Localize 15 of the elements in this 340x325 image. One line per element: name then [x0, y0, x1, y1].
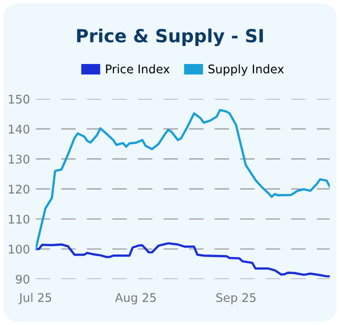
y-tick-label: 110 [8, 214, 30, 224]
x-tick-label: Aug 25 [115, 293, 156, 304]
line-series [36, 108, 330, 250]
legend-label: Price Index [106, 64, 170, 74]
line-series [36, 242, 330, 278]
x-tick-label: Sep 25 [216, 293, 256, 304]
y-tick-label: 100 [8, 244, 30, 254]
x-tick-label: Jul 25 [18, 292, 52, 304]
y-tick-label: 140 [8, 124, 30, 134]
y-tick-label: 130 [8, 154, 30, 164]
y-tick-label: 90 [16, 274, 30, 284]
legend-label: Supply Index [208, 64, 284, 76]
y-tick-label: 120 [8, 184, 30, 194]
chart-title: Price & Supply - SI [77, 28, 263, 46]
y-tick-label: 150 [8, 94, 30, 104]
